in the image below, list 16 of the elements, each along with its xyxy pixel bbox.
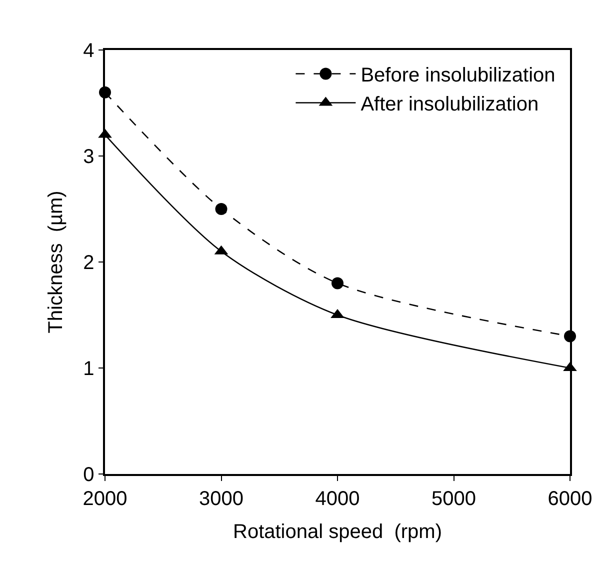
x-tick-label: 4000 [315,488,360,510]
legend-label: After insolubilization [360,94,539,116]
x-axis-title: Rotational speed (rpm) [233,520,442,543]
legend-label: Before insolubilization [360,64,556,87]
x-tick-label: 5000 [432,488,476,510]
y-tick-label: 4 [83,40,94,62]
y-tick-label: 1 [83,358,94,380]
x-tick-label: 6000 [548,488,592,510]
y-tick-label: 3 [83,146,94,168]
point [215,203,228,215]
y-axis-title: Thickness (µm) [45,190,68,334]
x-tick-label: 3000 [199,488,244,510]
y-tick-label: 2 [83,252,94,274]
point [332,277,344,290]
x-tick-label: 2000 [82,488,128,510]
y-tick-label: 0 [83,464,94,486]
